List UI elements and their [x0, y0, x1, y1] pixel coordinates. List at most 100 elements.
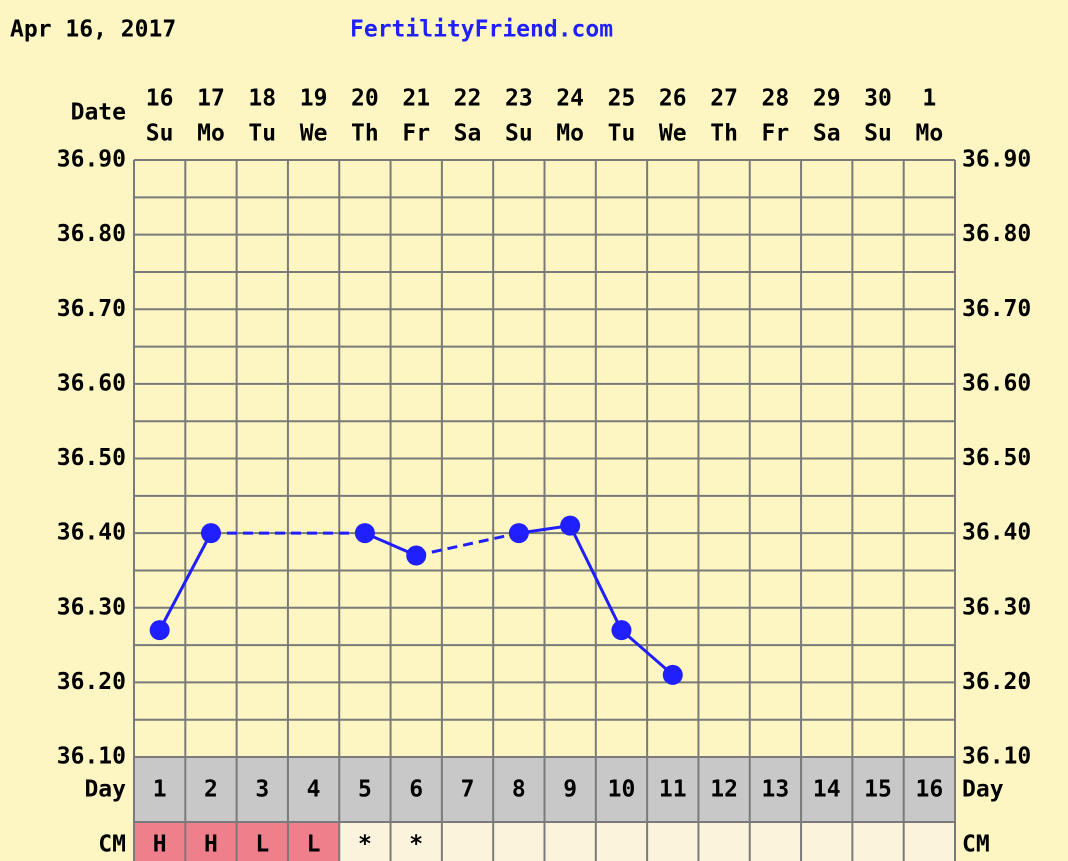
weekday-label: Th [710, 121, 738, 147]
x-tick-label: 28 [762, 86, 790, 112]
day-label-right: Day [962, 777, 1004, 803]
cm-cell [236, 822, 288, 861]
cycle-day: 13 [762, 777, 790, 803]
y-tick-label-right: 36.80 [962, 221, 1031, 247]
temperature-point [508, 523, 529, 544]
cycle-day: 4 [307, 777, 321, 803]
temperature-point [560, 515, 581, 536]
cycle-day: 2 [204, 777, 218, 803]
y-tick-label-right: 36.20 [962, 669, 1031, 695]
cm-value: * [358, 832, 372, 858]
x-tick-label: 17 [197, 86, 225, 112]
cm-label: CM [98, 832, 126, 858]
y-tick-label-right: 36.60 [962, 370, 1031, 396]
x-tick-label: 26 [659, 86, 687, 112]
y-tick-label-right: 36.70 [962, 296, 1031, 322]
weekday-label: We [659, 121, 687, 147]
y-tick-label: 36.60 [57, 370, 126, 396]
weekday-label: Tu [248, 121, 276, 147]
weekday-label: Sa [454, 121, 482, 147]
cm-cell [801, 822, 853, 861]
x-tick-label: 25 [608, 86, 636, 112]
cycle-day: 9 [563, 777, 577, 803]
temperature-point [662, 664, 683, 685]
x-tick-label: 16 [146, 86, 174, 112]
cm-value: L [255, 832, 269, 858]
temperature-point [200, 523, 221, 544]
weekday-label: Mo [197, 121, 225, 147]
cycle-day: 15 [864, 777, 892, 803]
weekday-label: Sa [813, 121, 841, 147]
x-tick-label: 20 [351, 86, 379, 112]
cm-cell [390, 822, 442, 861]
site-name: FertilityFriend.com [350, 17, 613, 43]
weekday-label: Fr [402, 121, 430, 147]
x-tick-label: 18 [248, 86, 276, 112]
cm-cell [749, 822, 802, 861]
cm-cell [698, 822, 750, 861]
y-tick-label: 36.80 [57, 221, 126, 247]
cm-cell [339, 822, 391, 861]
cycle-day: 16 [915, 777, 943, 803]
y-tick-label-right: 36.40 [962, 520, 1031, 546]
x-tick-label: 23 [505, 86, 533, 112]
cycle-day: 14 [813, 777, 841, 803]
y-tick-label: 36.20 [57, 669, 126, 695]
cycle-day: 5 [358, 777, 372, 803]
y-tick-label-right: 36.30 [962, 594, 1031, 620]
cycle-day: 10 [608, 777, 636, 803]
date-label: Date [71, 100, 126, 126]
cycle-day: 1 [153, 777, 167, 803]
cm-cell [287, 822, 340, 861]
weekday-label: We [300, 121, 328, 147]
y-tick-label: 36.70 [57, 296, 126, 322]
cm-cell [595, 822, 648, 861]
gap-connector [415, 531, 520, 557]
cm-cell [903, 822, 955, 861]
chart-date: Apr 16, 2017 [10, 17, 176, 43]
cycle-day: 6 [409, 777, 423, 803]
cm-cell [441, 822, 494, 861]
y-tick-label-right: 36.50 [962, 445, 1031, 471]
weekday-label: Mo [556, 121, 584, 147]
y-tick-label: 36.40 [57, 520, 126, 546]
y-tick-label: 36.30 [57, 594, 126, 620]
weekday-label: Fr [762, 121, 790, 147]
temperature-point [406, 545, 427, 566]
x-tick-label: 29 [813, 86, 841, 112]
cm-cell [852, 822, 904, 861]
cycle-day: 12 [710, 777, 738, 803]
cycle-day: 8 [512, 777, 526, 803]
cm-cell [134, 822, 186, 861]
y-tick-label: 36.90 [57, 147, 126, 173]
x-tick-label: 1 [922, 86, 936, 112]
temperature-point [149, 620, 170, 641]
x-tick-label: 22 [454, 86, 482, 112]
cm-label-right: CM [962, 832, 990, 858]
cm-cell [544, 822, 596, 861]
day-label: Day [84, 777, 126, 803]
weekday-label: Th [351, 121, 379, 147]
cm-cell [185, 822, 237, 861]
cm-value: H [153, 832, 167, 858]
temperature-point [611, 620, 632, 641]
cm-value: * [409, 832, 423, 858]
y-tick-label-right: 36.10 [962, 744, 1031, 770]
x-tick-label: 30 [864, 86, 892, 112]
weekday-label: Tu [608, 121, 636, 147]
cm-value: L [307, 832, 321, 858]
temperature-point [354, 523, 375, 544]
cm-cell [647, 822, 699, 861]
weekday-label: Su [505, 121, 533, 147]
cm-value: H [204, 832, 218, 858]
x-tick-label: 21 [402, 86, 430, 112]
x-tick-label: 27 [710, 86, 738, 112]
y-tick-label: 36.50 [57, 445, 126, 471]
x-tick-label: 19 [300, 86, 328, 112]
weekday-label: Su [146, 121, 174, 147]
x-tick-label: 24 [556, 86, 584, 112]
cycle-day: 7 [461, 777, 475, 803]
cm-cell [493, 822, 545, 861]
